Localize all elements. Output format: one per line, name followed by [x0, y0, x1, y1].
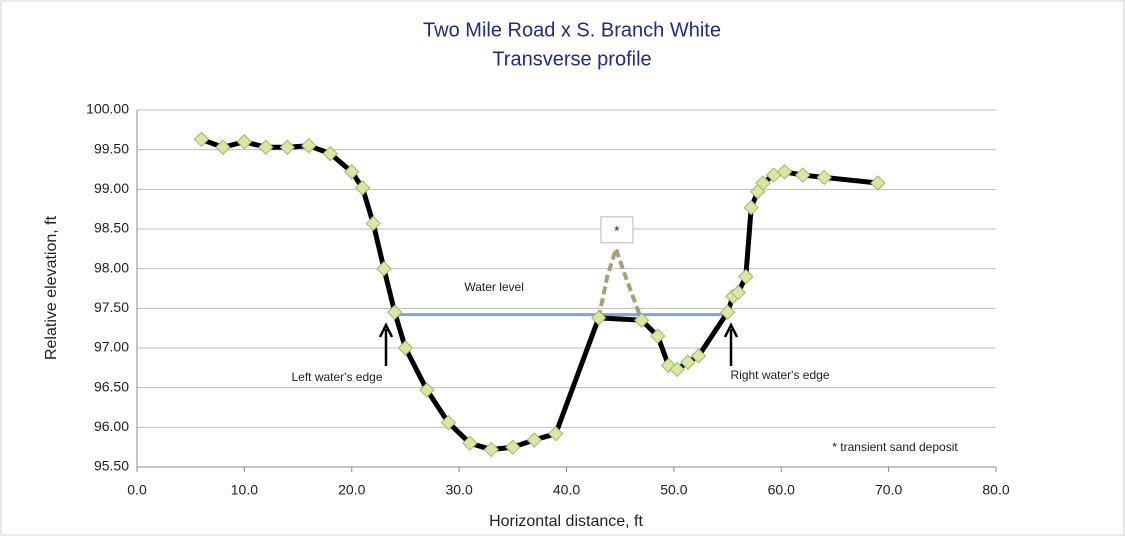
x-axis-title: Horizontal distance, ft [489, 513, 643, 530]
marker [591, 310, 607, 326]
marker [386, 304, 403, 321]
marker [743, 199, 759, 216]
sand-label: * [614, 223, 620, 239]
marker [462, 435, 478, 451]
annotation: Left water's edge [291, 370, 382, 384]
x-tick-label: 20.0 [338, 482, 365, 498]
marker [354, 180, 371, 196]
marker [548, 425, 564, 442]
marker [193, 131, 210, 148]
marker [669, 361, 685, 378]
marker [633, 312, 650, 328]
marker [755, 175, 771, 191]
marker [215, 139, 231, 155]
x-tick-label: 70.0 [875, 482, 902, 498]
x-tick-label: 80.0 [982, 482, 1009, 498]
marker [650, 328, 666, 344]
y-tick-label: 97.50 [94, 299, 129, 315]
marker [258, 139, 274, 155]
arrow-head [723, 322, 739, 338]
marker [279, 139, 296, 155]
x-tick-label: 50.0 [660, 482, 687, 498]
marker [690, 348, 707, 364]
y-tick-label: 96.00 [94, 418, 129, 434]
marker [795, 167, 811, 183]
marker [322, 145, 338, 162]
y-tick-label: 100.00 [86, 101, 129, 117]
x-tick-label: 0.0 [127, 482, 147, 498]
y-tick-label: 97.00 [94, 339, 129, 355]
y-tick-label: 95.50 [94, 458, 129, 474]
annotation: Right water's edge [730, 368, 829, 382]
x-tick-label: 40.0 [553, 482, 580, 498]
marker [680, 354, 696, 370]
x-tick-label: 30.0 [446, 482, 473, 498]
marker [376, 260, 392, 277]
y-tick-label: 98.00 [94, 259, 129, 275]
y-tick-label: 98.50 [94, 220, 129, 236]
arrow-head [378, 322, 394, 338]
y-axis-title: Relative elevation, ft [43, 215, 60, 360]
sand-label-box [600, 216, 634, 244]
marker [816, 169, 832, 186]
marker [419, 382, 435, 398]
marker [776, 164, 793, 180]
y-tick-label: 99.50 [94, 140, 129, 156]
annotation: * transient sand deposit [832, 440, 958, 454]
marker [365, 215, 381, 232]
x-tick-label: 60.0 [768, 482, 795, 498]
chart-subtitle: Transverse profile [492, 48, 651, 70]
marker [870, 175, 886, 191]
y-tick-label: 99.00 [94, 180, 129, 196]
marker [236, 134, 253, 150]
marker [719, 304, 736, 321]
x-tick-label: 10.0 [231, 482, 258, 498]
marker [301, 137, 317, 154]
marker [344, 164, 360, 180]
marker [397, 340, 414, 356]
chart-title: Two Mile Road x S. Branch White [423, 19, 721, 41]
marker [526, 432, 542, 448]
marker [440, 414, 457, 431]
y-tick-label: 96.50 [94, 378, 129, 394]
marker [738, 268, 754, 285]
marker [505, 439, 521, 455]
marker [483, 441, 500, 458]
sand-deposit [596, 242, 644, 321]
marker [730, 284, 747, 301]
water-level-label: Water level [464, 280, 524, 294]
